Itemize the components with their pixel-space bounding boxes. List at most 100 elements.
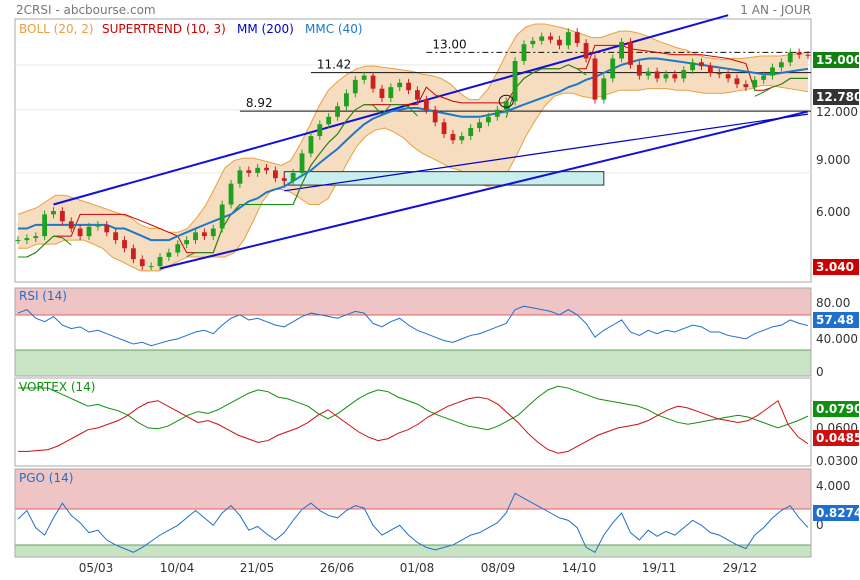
high-price-badge: 15.000 (813, 52, 860, 68)
candle-body (477, 122, 482, 129)
candle-body (565, 32, 571, 46)
candle-body (264, 167, 269, 171)
vortex-panel: VORTEX (14) 0.0600 0.0300 0.0790 0.0485 (14, 377, 860, 468)
candle-body (716, 72, 722, 75)
candle-body (139, 259, 145, 267)
rsi-line (17, 305, 809, 347)
rsi-panel-frame (14, 287, 812, 377)
candle-body (450, 134, 456, 141)
price-legend: BOLL (20, 2) SUPERTREND (10, 3) MM (200)… (19, 22, 363, 36)
candle-body (104, 224, 110, 233)
last-price-badge-bg (813, 89, 859, 105)
supertrend-line (18, 44, 808, 258)
candle-body (574, 32, 580, 44)
bollinger-upper-line (17, 23, 809, 233)
mmc40-line (18, 57, 809, 242)
high-price-badge-bg (813, 52, 859, 68)
candle-body (503, 101, 509, 110)
candle-body (273, 170, 278, 179)
high-price-badge-label: 15.000 (816, 53, 860, 67)
candle-body (24, 238, 30, 241)
supertrend-support-line (754, 77, 808, 97)
candle-body (406, 82, 411, 91)
y-tick-label: 9.000 (816, 153, 850, 167)
y-tick-label: 80.00 (816, 296, 850, 310)
candle-body (690, 62, 696, 71)
candle-body (130, 248, 136, 260)
price-series: 13.00 11.42 8.92 (15, 14, 811, 272)
y-tick-label: 0 (816, 365, 824, 379)
candle-body (459, 136, 465, 141)
x-tick-label: 10/04 (160, 561, 195, 575)
pgo-line (17, 492, 809, 554)
x-tick-label: 05/03 (79, 561, 114, 575)
vortex-plus-badge-bg (813, 401, 859, 417)
rsi-series (17, 305, 809, 347)
candle-body (548, 36, 553, 40)
candle-body (237, 170, 243, 184)
candle-body (219, 204, 225, 229)
candle-body (157, 256, 163, 267)
candle-body (210, 228, 216, 237)
price-panel: BOLL (20, 2) SUPERTREND (10, 3) MM (200)… (14, 14, 860, 283)
candle-body (77, 228, 83, 237)
candle-body (521, 44, 527, 62)
bollinger-lower-line (18, 85, 809, 272)
low-price-badge-label: 3.040 (816, 260, 854, 274)
vortex-panel-frame (14, 377, 812, 467)
candle-body (441, 122, 447, 135)
trend-channel-lower (159, 110, 809, 270)
legend-mmc40: MMC (40) (305, 22, 363, 36)
candle-body (432, 109, 438, 123)
candle-body (388, 87, 394, 99)
vortex-title: VORTEX (14) (19, 380, 96, 394)
pgo-panel-frame (14, 468, 812, 558)
x-tick-label: 29/12 (723, 561, 758, 575)
candle-body (290, 172, 296, 181)
candle-body (539, 36, 545, 41)
candle-body (51, 211, 56, 215)
vortex-series (18, 385, 809, 454)
candle-body (370, 75, 376, 89)
price-level-label: 13.00 (432, 37, 466, 51)
y-tick-label: 4.000 (816, 479, 850, 493)
candle-body (423, 99, 429, 110)
candle-body (361, 75, 367, 80)
legend-supertrend: SUPERTREND (10, 3) (102, 22, 226, 36)
candle-body (415, 90, 420, 100)
trend-channel-upper (53, 14, 729, 206)
candle-body (805, 54, 811, 56)
rsi-last-badge-bg (813, 312, 859, 328)
candle-body (787, 52, 793, 63)
x-tick-label: 08/09 (481, 561, 516, 575)
legend-boll: BOLL (20, 2) (19, 22, 94, 36)
candle-body (397, 82, 403, 88)
pgo-overbought-zone (15, 469, 811, 509)
candle-body (113, 232, 119, 241)
legend-mm200: MM (200) (237, 22, 294, 36)
supertrend-support-line (18, 235, 72, 258)
price-level-label: 8.92 (246, 96, 273, 110)
candle-body (59, 211, 65, 222)
y-tick-label: 12.000 (816, 105, 858, 119)
candle-body (299, 153, 305, 173)
vortex-minus-badge-label: 0.0485 (816, 431, 860, 445)
x-tick-label: 26/06 (320, 561, 355, 575)
candle-body (601, 78, 607, 100)
candle-body (352, 79, 358, 94)
candle-body (317, 124, 323, 137)
candle-body (743, 84, 749, 88)
candle-body (770, 67, 775, 76)
x-tick-label: 19/11 (642, 561, 677, 575)
candle-body (166, 252, 172, 257)
x-tick-label: 01/08 (400, 561, 435, 575)
last-price-badge-label: 12.780 (816, 90, 860, 104)
candle-body (672, 74, 678, 79)
bollinger-band-fill (18, 23, 808, 271)
candle-body (246, 170, 252, 173)
x-tick-label: 14/10 (562, 561, 597, 575)
low-price-badge: 3.040 (813, 259, 859, 275)
pgo-last-badge: 0.8274 (813, 505, 860, 521)
rsi-panel: RSI (14) 80.00 40.000 0 57.48 (14, 287, 859, 379)
